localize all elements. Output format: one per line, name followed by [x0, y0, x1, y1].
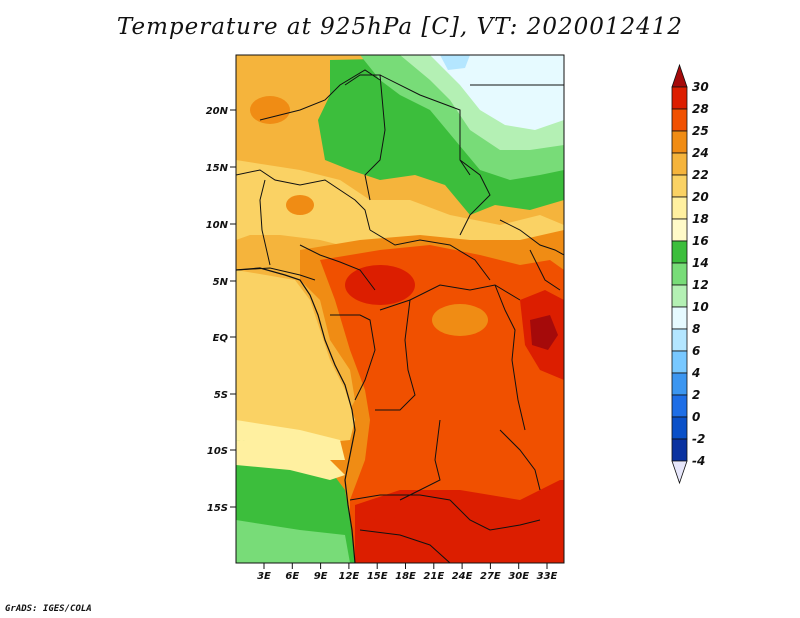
colorbar-label: -2	[692, 432, 705, 446]
lat-tick-label: 5N	[213, 277, 229, 288]
colorbar-bottom-arrow	[671, 460, 688, 485]
colorbar-box	[671, 196, 688, 220]
field-southwest-lightgreen	[236, 520, 350, 563]
lon-tick-label: 12E	[339, 571, 360, 582]
lat-tick-label: 20N	[206, 106, 229, 117]
colorbar-label: 24	[692, 146, 709, 160]
longitude-axis: 3E 6E 9E 12E 15E 18E 21E 24E 27E 30E 33E	[257, 563, 558, 582]
colorbar-box	[671, 108, 688, 132]
lat-tick-label: 10S	[207, 446, 228, 457]
colorbar-label: 20	[692, 190, 709, 204]
colorbar-top-arrow	[671, 63, 688, 88]
map-frame	[235, 54, 565, 564]
field-central-cooler	[432, 304, 488, 336]
field-north-cyan	[430, 55, 564, 130]
lat-tick-label: 15S	[207, 503, 228, 514]
lon-tick-label: 24E	[452, 571, 473, 582]
colorbar-label: 2	[692, 388, 700, 402]
lon-tick-label: 30E	[508, 571, 529, 582]
colorbar-box	[671, 152, 688, 176]
field-central-deep	[320, 245, 564, 563]
field-atlantic-yellow	[236, 270, 355, 445]
colorbar-box	[671, 372, 688, 396]
map-title: Temperature at 925hPa [C], VT: 202001241…	[116, 14, 684, 40]
colorbar-label: 6	[692, 344, 700, 358]
colorbar-box	[671, 416, 688, 440]
latitude-axis: 20N 15N 10N 5N EQ 5S 10S 15S	[206, 106, 236, 514]
lat-tick-label: EQ	[213, 333, 229, 344]
field-south-red-2	[370, 515, 564, 563]
colorbar-box	[671, 174, 688, 198]
colorbar-label: 12	[692, 278, 709, 292]
field-southwest-yellowgreen	[236, 440, 345, 480]
colorbar-box	[671, 130, 688, 154]
colorbar-box	[671, 438, 688, 462]
field-sahel-band	[236, 160, 564, 250]
colorbar-box	[671, 218, 688, 242]
field-central-hotspot	[345, 265, 415, 305]
lon-tick-label: 3E	[257, 571, 271, 582]
lon-tick-label: 27E	[480, 571, 501, 582]
colorbar-box	[671, 394, 688, 418]
colorbar-label: 22	[692, 168, 709, 182]
colorbar-label: 16	[692, 234, 709, 248]
lat-tick-label: 5S	[214, 390, 228, 401]
field-north-spot	[250, 96, 290, 124]
colorbar-box	[671, 240, 688, 264]
lat-tick-label: 15N	[206, 163, 229, 174]
colorbar-label: 4	[691, 366, 700, 380]
colorbar-label: 30	[692, 80, 709, 94]
colorbar-label: 28	[692, 102, 709, 116]
temperature-field	[236, 55, 564, 563]
lon-tick-label: 18E	[395, 571, 416, 582]
lat-tick-label: 10N	[206, 220, 229, 231]
lon-tick-label: 33E	[537, 571, 558, 582]
lon-tick-label: 6E	[285, 571, 299, 582]
lon-tick-label: 21E	[423, 571, 444, 582]
colorbar-box	[671, 350, 688, 374]
colorbar-label: 14	[692, 256, 709, 270]
colorbar-label: 10	[692, 300, 709, 314]
colorbar-box	[671, 328, 688, 352]
colorbar-label: 25	[692, 124, 709, 138]
footer-credit: GrADS: IGES/COLA	[5, 604, 92, 614]
colorbar-label: 8	[692, 322, 700, 336]
colorbar-box	[671, 284, 688, 308]
colorbar-box	[671, 306, 688, 330]
lon-tick-label: 9E	[314, 571, 328, 582]
lon-tick-label: 15E	[367, 571, 388, 582]
field-east-lake	[530, 315, 558, 350]
field-north-blue	[440, 55, 470, 70]
colorbar-box	[671, 86, 688, 110]
colorbar-label: -4	[692, 454, 705, 468]
colorbar-label: 0	[692, 410, 700, 424]
field-sahel-spot	[286, 195, 314, 215]
colorbar-box	[671, 262, 688, 286]
colorbar-label: 18	[692, 212, 709, 226]
coastline	[236, 267, 356, 563]
